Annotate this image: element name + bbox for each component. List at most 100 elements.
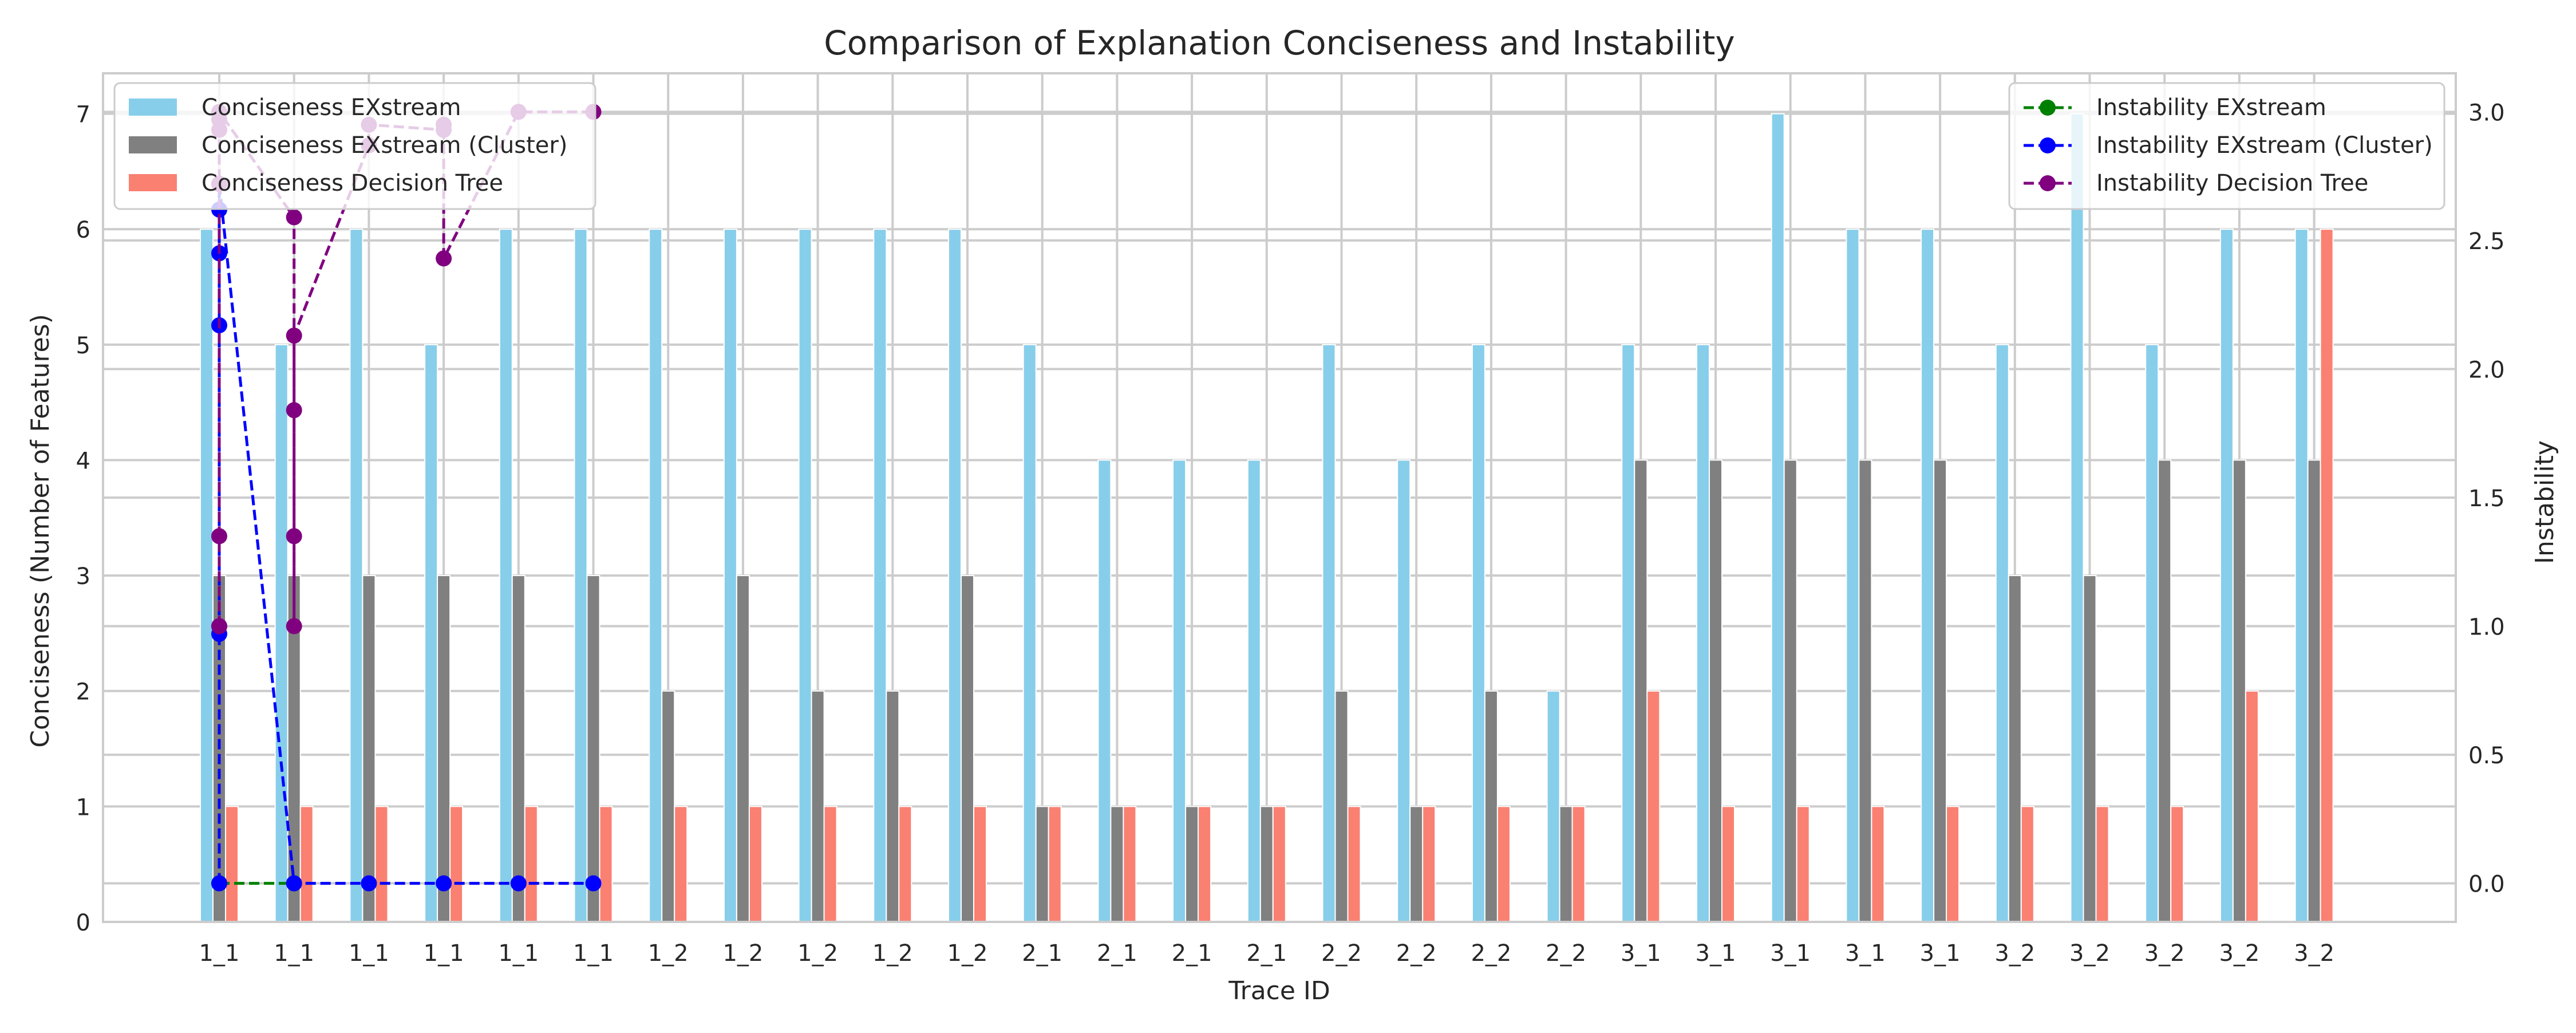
x-tick-label: 1_2 [947,940,988,967]
bar [1471,344,1485,922]
bar [661,690,675,923]
x-tick-label: 1_1 [424,940,464,967]
bar [1709,459,1722,922]
bar [898,806,912,922]
bar [599,806,613,922]
instability-point [211,618,227,634]
y2-tick-label: 0.5 [2468,743,2505,769]
instability-point [436,250,452,267]
x-tick-label: 3_1 [1621,940,1661,967]
y2-tick-label: 0.0 [2468,872,2505,898]
bar [374,806,389,922]
x-tick-label: 2_2 [1396,940,1437,967]
bar [299,806,314,922]
instability-point [286,618,302,634]
plot-frame [102,72,2457,923]
bar [1846,228,1860,922]
bar [649,228,663,922]
bar [524,806,538,922]
instability-point [286,328,302,344]
bar [1484,690,1498,923]
x-tick-label: 3_2 [2294,940,2334,967]
instability-point [286,528,302,545]
bar [2145,344,2159,922]
bar [873,228,887,922]
x-tick-label: 3_2 [1994,940,2035,967]
bar [1397,459,1411,922]
bar [1347,806,1361,922]
bar [1035,806,1049,922]
instability-point [211,528,227,545]
bar [1921,228,1935,922]
bar [1123,806,1137,922]
legend-box [2008,82,2445,210]
bar [1771,113,1785,923]
bar [200,228,214,922]
instability-point [361,875,377,892]
bar [1721,806,1735,922]
bar [748,806,762,922]
x-tick-label: 3_2 [2144,940,2185,967]
y-tick-label: 6 [76,217,90,243]
instability-lines [211,104,602,892]
bar [1334,690,1349,923]
bar [1946,806,1960,922]
bar [723,228,737,922]
x-tick-label: 2_1 [1246,940,1287,967]
instability-point [510,875,527,892]
bar [948,228,962,922]
y2-tick-label: 3.0 [2468,100,2505,126]
bar [1796,806,1810,922]
legend-swatch [129,98,177,116]
bar [1933,459,1947,922]
x-tick-label: 2_2 [1471,940,1511,967]
bar [2158,459,2172,922]
x-axis-label: Trace ID [1228,976,1330,1006]
bar [449,806,464,922]
y-tick-label: 5 [76,333,90,359]
bar [2095,806,2109,922]
x-tick-label: 3_1 [1920,940,1961,967]
x-tick-label: 2_1 [1097,940,1137,967]
y2-tick-label: 2.5 [2468,228,2505,255]
bars [200,113,2334,923]
y2-axis-label: Instability [2530,440,2559,564]
bar [225,806,239,922]
bar [2170,806,2184,922]
bar [2070,113,2084,923]
instability-point [286,875,302,892]
bar [1783,459,1797,922]
axes: 0 1 2 3 4 5 6 7 0.0 0.5 1.0 1.5 2.0 2.5 3.0 1_1 1_1 1_1 1_… [76,100,2505,967]
y2-tick-label: 1.0 [2468,614,2505,641]
bar [437,575,451,922]
legend-label: Instability EXstream [2096,94,2326,121]
bar [1571,806,1586,922]
bar [736,575,750,922]
x-tick-label: 1_2 [648,940,689,967]
legend-marker [2040,137,2056,153]
bar [961,575,974,922]
bar [1110,806,1124,922]
bar [2232,459,2246,922]
legend-swatch [129,174,177,191]
instability-point [436,875,452,892]
instability-point [211,875,227,892]
bar [2245,690,2259,923]
chart-title: Comparison of Explanation Conciseness an… [824,23,1735,62]
legend-box [113,82,596,210]
bar [2219,228,2234,922]
bar [886,690,900,923]
y-tick-label: 1 [76,794,90,821]
bar [1546,690,1560,923]
y2-tick-label: 1.5 [2468,486,2505,512]
x-tick-label: 2_1 [1172,940,1212,967]
bar [1409,806,1424,922]
x-tick-label: 3_2 [2219,940,2259,967]
x-tick-label: 3_1 [1770,940,1811,967]
x-tick-label: 3_2 [2069,940,2110,967]
x-tick-label: 2_1 [1022,940,1062,967]
bar [1621,344,1635,922]
legend-marker [2040,175,2056,191]
legend-marker [2040,100,2056,116]
